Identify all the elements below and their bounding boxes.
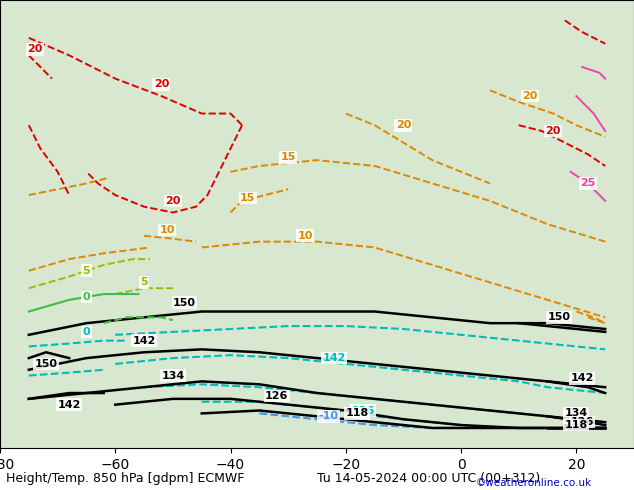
Text: 0: 0 (82, 327, 90, 337)
Text: 15: 15 (240, 193, 256, 203)
Text: 150: 150 (173, 298, 196, 308)
Text: 20: 20 (546, 126, 561, 136)
Text: 10: 10 (160, 225, 175, 235)
Text: 118: 118 (346, 408, 369, 418)
Text: 142: 142 (133, 336, 156, 345)
Text: 118: 118 (565, 420, 588, 430)
Text: Height/Temp. 850 hPa [gdpm] ECMWF: Height/Temp. 850 hPa [gdpm] ECMWF (6, 472, 245, 485)
Text: -10: -10 (318, 411, 339, 421)
Text: 15: 15 (280, 152, 296, 162)
Text: ©weatheronline.co.uk: ©weatheronline.co.uk (476, 478, 592, 488)
Text: 142: 142 (58, 400, 81, 410)
Text: 20: 20 (396, 120, 411, 130)
Text: 142: 142 (323, 353, 346, 363)
Text: 134: 134 (161, 370, 184, 381)
Text: 25: 25 (580, 178, 595, 189)
Text: 20: 20 (522, 91, 538, 101)
Text: 20: 20 (153, 79, 169, 90)
Text: 126: 126 (351, 406, 375, 416)
Text: 142: 142 (571, 373, 594, 384)
Text: 5: 5 (82, 266, 90, 276)
Text: 10: 10 (298, 231, 313, 241)
Text: 134: 134 (565, 408, 588, 418)
Text: 150: 150 (548, 312, 571, 322)
Text: 5: 5 (140, 277, 148, 288)
Text: 20: 20 (165, 196, 181, 206)
Text: 150: 150 (35, 359, 58, 369)
Text: 0: 0 (82, 292, 90, 302)
Text: 126: 126 (571, 417, 594, 427)
Text: 126: 126 (265, 391, 288, 401)
Text: Tu 14-05-2024 00:00 UTC (00+312): Tu 14-05-2024 00:00 UTC (00+312) (317, 472, 540, 485)
Text: 20: 20 (27, 45, 42, 54)
